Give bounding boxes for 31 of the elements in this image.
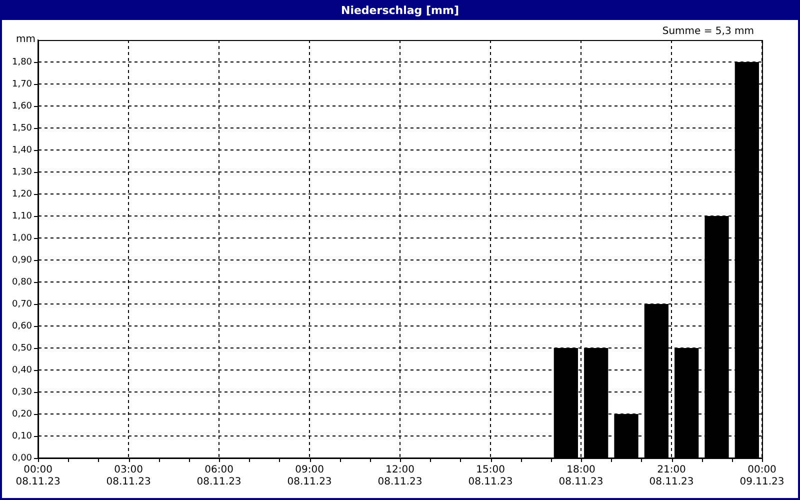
y-tick-label: 1,80: [12, 57, 32, 68]
y-tick-label: 1,60: [12, 101, 32, 112]
x-tick-label: 06:00 08.11.23: [196, 464, 242, 488]
x-tick-label: 00:00 08.11.23: [16, 464, 60, 488]
y-tick-label: 0,50: [12, 343, 32, 354]
x-tick-label: 21:00 08.11.23: [649, 464, 694, 488]
y-tick-label: 0,00: [12, 453, 32, 464]
y-tick-label: 1,30: [12, 167, 32, 178]
text: Summe = 5,3 mm: [662, 26, 754, 37]
y-tick-label: 0,40: [12, 365, 32, 376]
y-tick-label: 1,50: [12, 123, 32, 134]
y-tick-label: 1,20: [12, 189, 32, 200]
y-tick-label: 1,00: [12, 233, 32, 244]
y-tick-label: 0,70: [12, 299, 32, 310]
x-tick-label: 18:00 08.11.23: [558, 464, 604, 488]
x-tick-label: 03:00 08.11.23: [106, 464, 151, 488]
x-tick-label: 00:00 09.11.23: [740, 464, 784, 488]
y-tick-label: 1,70: [12, 79, 32, 90]
y-tick-label: 0,80: [12, 277, 32, 288]
x-tick-label: 09:00 08.11.23: [287, 464, 332, 488]
y-axis-title: mm: [16, 34, 36, 45]
y-tick-label: 0,90: [12, 255, 32, 266]
y-tick-label: 0,60: [12, 321, 32, 332]
x-tick-label: 12:00 08.11.23: [378, 464, 422, 488]
y-tick-label: 0,20: [12, 409, 32, 420]
y-tick-label: 0,10: [12, 431, 32, 442]
y-tick-label: 0,30: [12, 387, 32, 398]
y-tick-label: 1,10: [12, 211, 32, 222]
chart-title: Niederschlag [mm]: [2, 2, 798, 20]
x-tick-label: 15:00 08.11.23: [468, 464, 513, 488]
y-tick-label: 1,40: [12, 145, 32, 156]
